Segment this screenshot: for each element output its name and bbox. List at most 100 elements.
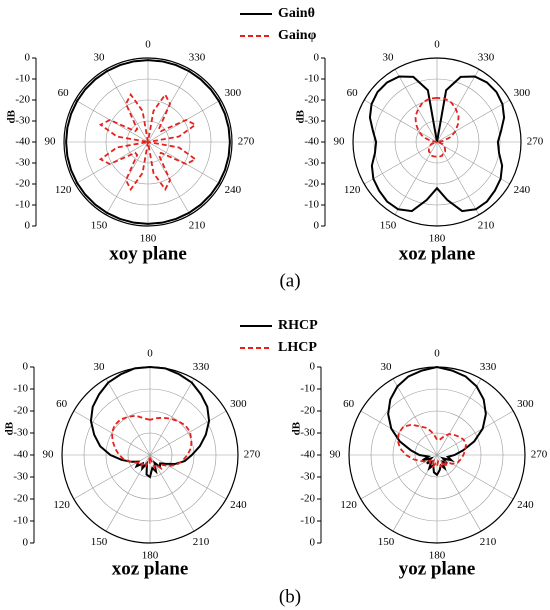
angle-label: 330 [189, 52, 206, 64]
angle-label: 300 [225, 87, 242, 99]
r-tick-label: -20 [300, 493, 315, 505]
angle-label: 150 [91, 536, 108, 548]
grid-ring [84, 78, 212, 206]
r-tick-label: -40 [304, 136, 319, 148]
pattern-line [414, 96, 460, 158]
angle-label: 150 [378, 536, 395, 548]
axis-label: dB [6, 109, 18, 123]
r-tick-label: -10 [15, 73, 30, 85]
angle-label: 150 [91, 220, 108, 232]
outer-ring [352, 57, 522, 227]
r-tick-label: -10 [300, 383, 315, 395]
r-tick-label: -10 [304, 199, 319, 211]
angle-label: 120 [344, 184, 361, 196]
grid-ring [373, 78, 501, 206]
angle-label: 60 [56, 398, 68, 410]
r-tick-label: -20 [15, 94, 30, 106]
angle-label: 210 [480, 536, 497, 548]
legend-label: Gainθ [278, 6, 315, 21]
caption: (a) [279, 270, 300, 291]
angle-label: 270 [531, 449, 548, 461]
angle-label: 180 [429, 233, 446, 245]
axis-label: dB [4, 421, 16, 435]
caption: (b) [279, 586, 301, 607]
angle-label: 240 [225, 184, 242, 196]
angle-label: 180 [142, 550, 159, 562]
grid-ring [105, 99, 191, 185]
pattern-line [65, 59, 231, 225]
r-tick-label: -30 [304, 157, 319, 169]
grid-ring [415, 120, 459, 164]
axis-label: dB [295, 109, 307, 123]
angle-label: 90 [43, 449, 55, 461]
pattern-line [368, 75, 506, 213]
grid-ring [126, 120, 170, 164]
angle-label: 210 [478, 220, 495, 232]
r-tick-label: -40 [15, 136, 30, 148]
angle-label: 180 [140, 233, 157, 245]
angle-label: 0 [434, 39, 440, 51]
r-tick-label: 0 [314, 52, 320, 64]
angle-label: 60 [343, 398, 355, 410]
grid-ring [392, 410, 482, 500]
angle-label: 210 [193, 536, 210, 548]
grid-ring [105, 410, 195, 500]
angle-label: 300 [230, 398, 247, 410]
angle-label: 270 [527, 136, 544, 148]
r-tick-label: 0 [25, 220, 31, 232]
pattern-line [89, 365, 211, 479]
r-tick-label: 0 [25, 52, 31, 64]
legend-label: RHCP [278, 318, 318, 333]
r-tick-label: -10 [304, 73, 319, 85]
angle-label: 180 [429, 550, 446, 562]
angle-label: 30 [383, 52, 395, 64]
r-tick-label: -20 [13, 405, 28, 417]
angle-label: 60 [58, 87, 70, 99]
angle-label: 90 [330, 449, 342, 461]
angle-label: 90 [45, 136, 57, 148]
grid-ring [370, 388, 504, 522]
angle-label: 330 [193, 361, 210, 373]
angle-label: 120 [55, 184, 72, 196]
r-tick-label: -10 [300, 515, 315, 527]
angle-label: 120 [340, 499, 357, 511]
angle-label: 240 [514, 184, 531, 196]
r-tick-label: 0 [314, 220, 320, 232]
pattern-line [387, 365, 487, 477]
r-tick-label: -40 [13, 449, 28, 461]
angle-label: 330 [478, 52, 495, 64]
angle-label: 270 [244, 449, 261, 461]
r-tick-label: -30 [13, 427, 28, 439]
r-tick-label: -30 [300, 427, 315, 439]
legend-label: Gainφ [278, 28, 317, 43]
outer-ring [63, 57, 233, 227]
angle-label: 120 [53, 499, 70, 511]
legend-label: LHCP [278, 340, 317, 355]
r-tick-label: -20 [304, 178, 319, 190]
angle-label: 270 [238, 136, 255, 148]
angle-label: 300 [517, 398, 534, 410]
r-tick-label: -30 [15, 157, 30, 169]
angle-label: 300 [514, 87, 531, 99]
angle-label: 0 [434, 348, 440, 360]
angle-label: 210 [189, 220, 206, 232]
r-tick-label: -30 [15, 115, 30, 127]
r-tick-label: -30 [304, 115, 319, 127]
r-tick-label: 0 [23, 361, 29, 373]
r-tick-label: 0 [310, 537, 316, 549]
r-tick-label: -10 [13, 515, 28, 527]
angle-label: 240 [230, 499, 247, 511]
r-tick-label: 0 [310, 361, 316, 373]
r-tick-label: -20 [13, 493, 28, 505]
r-tick-label: -10 [15, 199, 30, 211]
plot-title: xoy plane [109, 243, 187, 264]
r-tick-label: -40 [300, 449, 315, 461]
angle-label: 0 [145, 39, 151, 51]
r-tick-label: -20 [304, 94, 319, 106]
r-tick-label: -10 [13, 383, 28, 395]
angle-label: 60 [347, 87, 359, 99]
plot-title: yoz plane [399, 558, 476, 579]
angle-label: 30 [94, 52, 106, 64]
